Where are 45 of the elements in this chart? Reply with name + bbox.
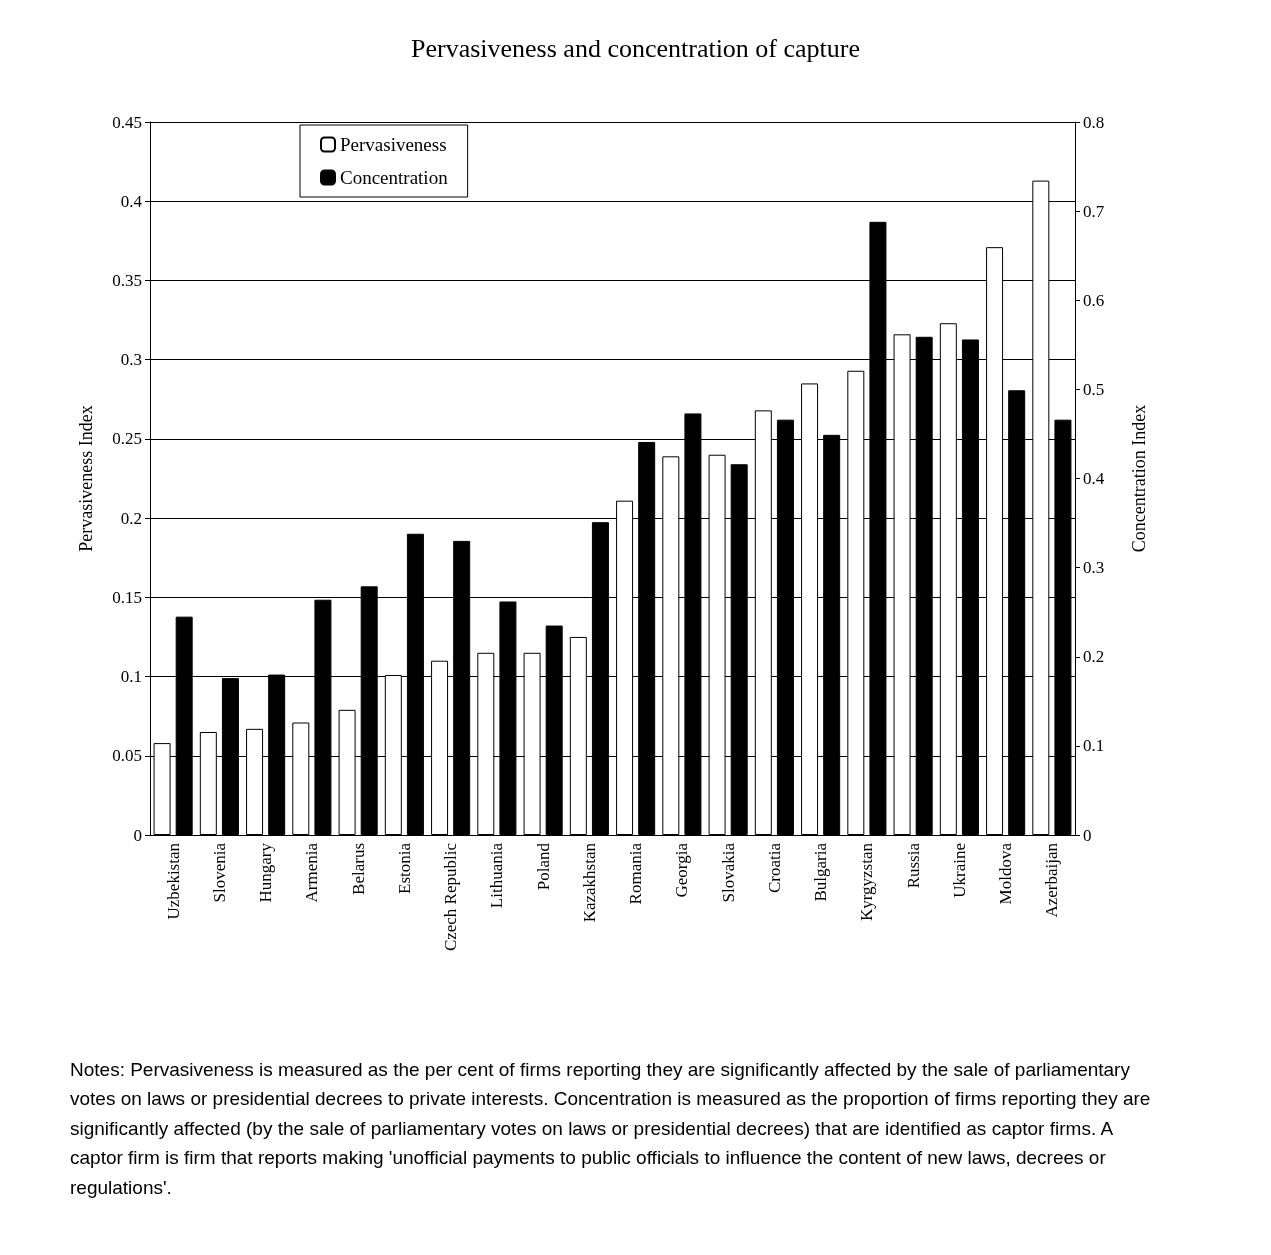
text: Notes: Pervasiveness is measured as the per cent of firms reporting they are significantly affected by the sale of parliamentary votes on laws or presidential decrees to private interests. Concentration is measured as the proportion of firms reporting they are significantly affected (by the sale of parliamentary votes on laws or presidential decrees) that are identified as captor firms. A captor firm is firm that reports making 'unofficial payments to public officials to influence the content of new laws, decrees or regulations'. xyxy=(70,1058,1152,1200)
y-tick-label: 0.05 xyxy=(112,746,142,766)
y2-axis-title: Concentration Index xyxy=(1129,404,1149,553)
y2-tick-label: 0.5 xyxy=(1083,379,1105,399)
x-tick-label: Poland xyxy=(533,842,553,891)
x-tick-label: Armenia xyxy=(302,842,322,903)
y-tick-label: 0.4 xyxy=(120,191,143,211)
y-axis-title: Pervasiveness Index xyxy=(76,405,96,552)
legend-label: Concentration xyxy=(340,167,449,188)
x-tick-label: Hungary xyxy=(256,842,276,903)
legend-label: Pervasiveness xyxy=(340,134,447,155)
y2-tick-label: 0.8 xyxy=(1083,112,1105,132)
y-tick-label: 0.25 xyxy=(112,429,142,449)
x-tick-label: Uzbekistan xyxy=(163,842,183,920)
x-tick-label: Kazakhstan xyxy=(579,842,599,923)
y2-tick-label: 0 xyxy=(1083,825,1092,845)
y-tick-label: 0.35 xyxy=(112,270,142,290)
y2-tick-label: 0.2 xyxy=(1083,647,1105,667)
y-tick-label: 0.2 xyxy=(120,508,142,528)
x-tick-label: Czech Republic xyxy=(441,842,461,952)
y2-tick-label: 0.6 xyxy=(1083,290,1105,310)
y-tick-label: 0 xyxy=(133,825,142,845)
y-tick-label: 0.15 xyxy=(112,587,142,607)
y2-tick-label: 0.3 xyxy=(1083,558,1105,578)
x-tick-label: Belarus xyxy=(348,843,368,895)
x-tick-label: Moldova xyxy=(996,842,1016,905)
y2-tick-label: 0.4 xyxy=(1083,469,1105,488)
x-tick-label: Romania xyxy=(626,842,646,905)
y2-tick-label: 0.1 xyxy=(1083,736,1105,756)
x-tick-label: Georgia xyxy=(672,842,692,898)
x-tick-label: Slovakia xyxy=(718,842,738,903)
x-tick-label: Slovenia xyxy=(209,842,229,903)
y-tick-label: 0.1 xyxy=(120,667,142,687)
chart-title: Pervasiveness and concentration of capture xyxy=(410,33,861,63)
y-tick-label: 0.45 xyxy=(112,112,142,132)
x-tick-label: Ukraine xyxy=(949,843,969,898)
x-tick-label: Bulgaria xyxy=(811,842,831,902)
y-tick-label: 0.3 xyxy=(120,350,142,370)
y2-tick-label: 0.7 xyxy=(1083,201,1105,221)
x-tick-label: Lithuania xyxy=(487,842,507,909)
x-tick-label: Kyrgyzstan xyxy=(857,842,877,922)
x-tick-label: Azerbaijan xyxy=(1042,842,1062,918)
x-tick-label: Croatia xyxy=(764,842,784,894)
x-tick-label: Russia xyxy=(903,842,923,889)
x-tick-label: Estonia xyxy=(394,842,414,894)
